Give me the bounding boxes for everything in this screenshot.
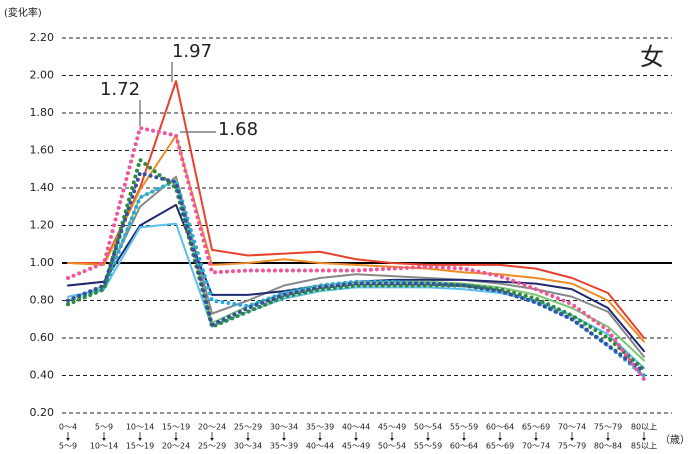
y-tick-label: 2.20 (30, 31, 55, 44)
x-unit: （歳） (660, 434, 690, 446)
x-tick-label: 30～34 (270, 423, 298, 432)
x-tick-label-to: 20～24 (162, 442, 190, 451)
y-tick-label: 0.40 (30, 369, 55, 382)
series-line (66, 126, 646, 382)
series-line (66, 171, 646, 374)
x-tick-arrowhead (282, 438, 286, 441)
x-tick-label-to: 35～39 (270, 442, 298, 451)
annotation: 1.68 (218, 119, 258, 140)
x-tick-label-to: 5～9 (59, 442, 77, 451)
x-tick-label: 55～59 (450, 423, 478, 432)
x-tick-label-to: 30～34 (234, 442, 262, 451)
x-tick-label-to: 80～84 (594, 442, 622, 451)
x-tick-label: 35～39 (306, 423, 334, 432)
x-tick-label: 20～24 (198, 423, 226, 432)
x-tick-label: 0～4 (59, 423, 77, 432)
x-tick-label: 70～74 (558, 423, 586, 432)
x-tick-arrowhead (498, 438, 502, 441)
y-axis-title: (変化率) (4, 6, 42, 19)
x-tick-label-to: 65～69 (486, 442, 514, 451)
x-tick-label: 10～14 (126, 423, 154, 432)
x-tick-label: 40～44 (342, 423, 370, 432)
x-tick-label: 15～19 (162, 423, 190, 432)
x-tick-label-to: 15～19 (126, 442, 154, 451)
x-tick-label-to: 45～49 (342, 442, 370, 451)
series-line (67, 222, 645, 369)
y-tick-label: 1.40 (30, 181, 55, 194)
y-tick-label: 1.60 (30, 144, 55, 157)
x-tick-arrowhead (354, 438, 358, 441)
x-tick-label: 50～54 (414, 423, 442, 432)
x-tick-arrowhead (210, 438, 214, 441)
x-tick-label-to: 25～29 (198, 442, 226, 451)
x-tick-label-to: 10～14 (90, 442, 118, 451)
panel-label: 女 (640, 43, 664, 71)
series-line (66, 178, 646, 378)
x-tick-label: 5～9 (95, 423, 113, 432)
x-tick-label-to: 50～54 (378, 442, 406, 451)
x-tick-arrowhead (246, 438, 250, 441)
annotation: 1.97 (172, 41, 212, 62)
y-tick-label: 2.00 (30, 69, 55, 82)
series-line (67, 179, 645, 362)
y-tick-label: 1.20 (30, 219, 55, 232)
x-tick-label-to: 75～79 (558, 442, 586, 451)
x-tick-label-to: 40～44 (306, 442, 334, 451)
x-tick-arrowhead (426, 438, 430, 441)
x-tick-arrowhead (390, 438, 394, 441)
x-tick-label: 45～49 (378, 423, 406, 432)
x-tick-arrowhead (174, 438, 178, 441)
x-tick-arrowhead (66, 438, 70, 441)
y-tick-label: 1.80 (30, 106, 55, 119)
y-tick-label: 0.80 (30, 294, 55, 307)
x-tick-label-to: 85以上 (631, 442, 657, 451)
x-tick-label: 65～69 (522, 423, 550, 432)
annotation: 1.72 (100, 79, 140, 100)
x-tick-arrowhead (606, 438, 610, 441)
x-tick-arrowhead (462, 438, 466, 441)
x-tick-label: 80以上 (631, 423, 657, 432)
y-tick-label: 0.20 (30, 406, 55, 419)
x-tick-label: 75～79 (594, 423, 622, 432)
series-line (67, 175, 645, 358)
x-tick-label-to: 60～64 (450, 442, 478, 451)
x-tick-label: 25～29 (234, 423, 262, 432)
y-tick-label: 0.60 (30, 331, 55, 344)
x-tick-arrowhead (102, 438, 106, 441)
x-tick-label-to: 55～59 (414, 442, 442, 451)
series-line (67, 80, 645, 339)
series-line (67, 134, 645, 343)
x-tick-arrowhead (138, 438, 142, 441)
x-tick-arrowhead (570, 438, 574, 441)
x-tick-label: 60～64 (486, 423, 514, 432)
x-tick-arrowhead (642, 438, 646, 441)
x-tick-arrowhead (534, 438, 538, 441)
x-tick-arrowhead (318, 438, 322, 441)
x-tick-label-to: 70～74 (522, 442, 550, 451)
y-tick-label: 1.00 (30, 256, 55, 269)
